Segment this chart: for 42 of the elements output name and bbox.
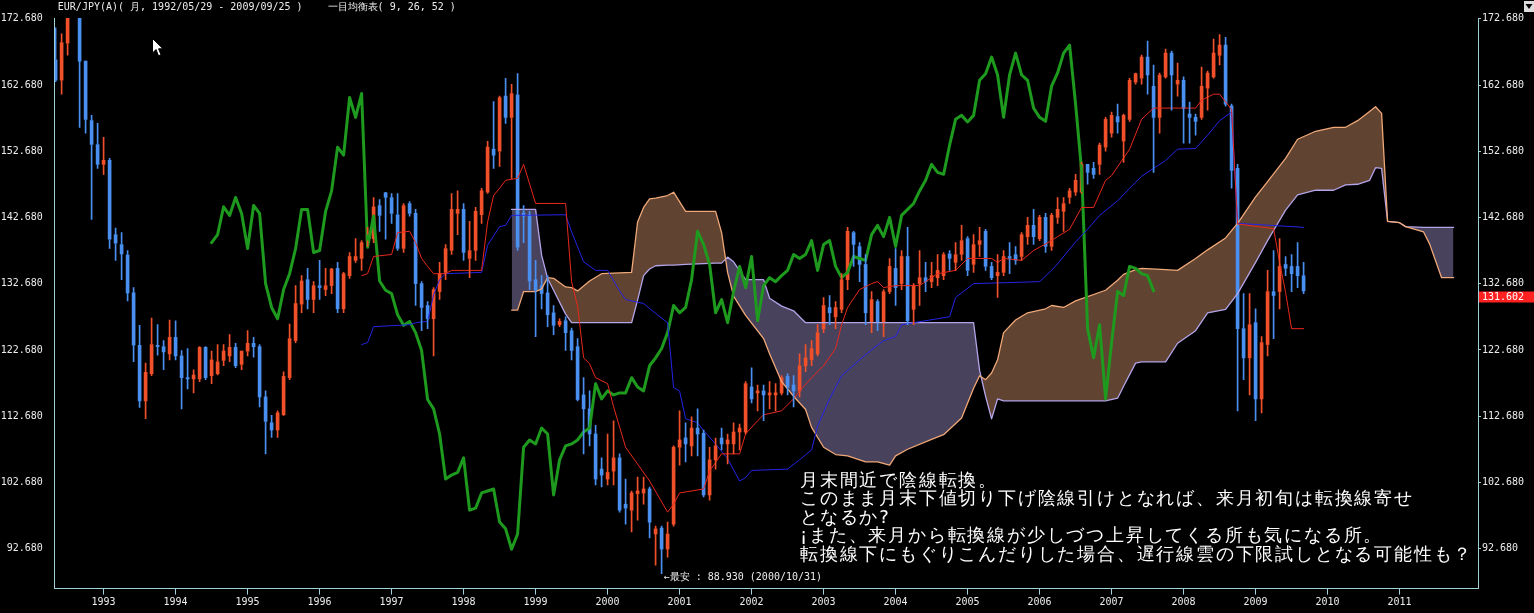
y-tick-label: 172.680 <box>0 12 43 24</box>
y2-tick-label: 122.680 <box>1482 343 1525 355</box>
x-tick-label: 1995 <box>235 596 260 608</box>
y-tick-label: 112.680 <box>0 409 43 421</box>
y-tick-label: 152.680 <box>0 144 43 156</box>
x-tick-label: 2006 <box>1027 596 1052 608</box>
x-tick-label: 2009 <box>1243 596 1268 608</box>
y2-tick-label: 152.680 <box>1482 144 1525 156</box>
x-tick-label: 2004 <box>883 596 908 608</box>
chart-title: EUR/JPY(A)( 月, 1992/05/29 - 2009/09/25 ) <box>57 0 303 12</box>
x-tick-label: 2008 <box>1171 596 1196 608</box>
y-tick-label: 162.680 <box>0 78 43 90</box>
x-tick-label: 1993 <box>91 596 116 608</box>
x-tick-label: 2000 <box>595 596 620 608</box>
x-tick-label: 1999 <box>523 596 548 608</box>
x-tick-label: 1998 <box>451 596 476 608</box>
y2-tick-label: 102.680 <box>1482 476 1525 488</box>
y2-tick-label: 172.680 <box>1482 12 1525 24</box>
x-tick-label: 2011 <box>1387 596 1412 608</box>
y-tick-label: 92.680 <box>6 542 43 554</box>
y2-tick-label: 142.680 <box>1482 211 1525 223</box>
x-tick-label: 1997 <box>379 596 404 608</box>
y2-tick-label: 112.680 <box>1482 409 1525 421</box>
chart-subtitle: 一目均衡表( 9, 26, 52 ) <box>327 0 456 12</box>
x-tick-label: 2007 <box>1099 596 1124 608</box>
y2-tick-label: 132.680 <box>1482 277 1525 289</box>
y-tick-label: 122.680 <box>0 343 43 355</box>
x-tick-label: 2010 <box>1315 596 1340 608</box>
x-tick-label: 1996 <box>307 596 332 608</box>
text: 131.602 <box>1482 290 1525 302</box>
x-tick-label: 2002 <box>739 596 764 608</box>
x-tick-label: 2005 <box>955 596 980 608</box>
y-tick-label: 132.680 <box>0 277 43 289</box>
x-tick-label: 2001 <box>667 596 692 608</box>
y-tick-label: 142.680 <box>0 211 43 223</box>
x-tick-label: 2003 <box>811 596 836 608</box>
annotation: 月末間近で陰線転換。 <box>799 468 998 490</box>
x-tick-label: 1994 <box>163 596 188 608</box>
y2-tick-label: 92.680 <box>1482 542 1519 554</box>
y2-tick-label: 162.680 <box>1482 78 1525 90</box>
annotation: ←最安 : 88.930 (2000/10/31) <box>663 571 823 583</box>
y-tick-label: 102.680 <box>0 476 43 488</box>
